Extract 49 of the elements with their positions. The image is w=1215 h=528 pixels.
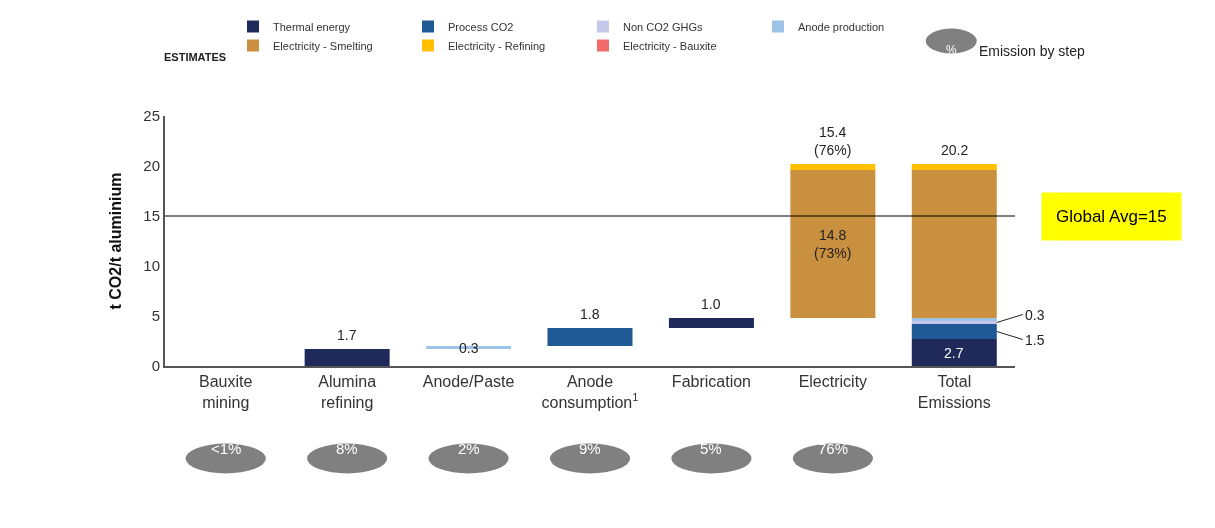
- annotation: 15.4 (76%): [814, 124, 852, 159]
- x-tick-label: Anode/Paste: [422, 373, 515, 391]
- legend-label: Anode production: [798, 20, 885, 33]
- legend-label: Electricity - Refining: [448, 39, 546, 52]
- data-label: 1.7: [337, 327, 357, 343]
- bar: [304, 349, 390, 366]
- y-tick-label: 5: [151, 307, 160, 325]
- data-label: 1.5: [1025, 332, 1045, 348]
- x-tick-label: Alumina refining: [318, 373, 377, 411]
- text: 2%: [458, 440, 480, 457]
- text: 76%: [818, 440, 849, 457]
- bar: [911, 170, 997, 318]
- bar: [911, 164, 997, 170]
- data-label: 1.0: [701, 296, 721, 312]
- text: 8%: [336, 440, 358, 457]
- bar: [790, 164, 876, 170]
- ref-line-label: Global Avg=15: [1056, 207, 1167, 226]
- data-label: 0.3: [459, 340, 479, 356]
- bar: [668, 318, 754, 328]
- text: Emission by step: [979, 43, 1086, 59]
- y-tick-label: 25: [143, 107, 160, 125]
- x-tick-label: Fabrication: [671, 373, 752, 391]
- text: 9%: [579, 440, 601, 457]
- y-tick-label: 20: [143, 157, 160, 175]
- legend-label: Electricity - Smelting: [273, 39, 373, 52]
- data-label: 2.7: [944, 345, 964, 361]
- bar: [547, 328, 633, 346]
- bar: [911, 324, 997, 339]
- y-tick-label: 15: [143, 207, 160, 225]
- data-label: 14.8 (73%): [814, 227, 852, 262]
- y-axis-title: t CO2/t aluminium: [106, 172, 124, 310]
- bar: [790, 170, 876, 318]
- x-tick-label: Anode consumption$^{1}$: [541, 373, 639, 411]
- text: <1%: [211, 440, 242, 457]
- annotation: 20.2: [941, 142, 969, 158]
- x-tick-label: Bauxite mining: [199, 373, 253, 411]
- text: 5%: [700, 440, 722, 457]
- legend-label: Process CO2: [448, 20, 514, 33]
- legend-label: Thermal energy: [273, 20, 351, 33]
- legend-label: Electricity - Bauxite: [623, 39, 717, 52]
- y-tick-label: 10: [143, 257, 160, 275]
- x-tick-label: Total Emissions: [917, 373, 991, 411]
- legend-label: Non CO2 GHGs: [623, 20, 703, 33]
- data-label: 1.8: [580, 306, 600, 322]
- text: ESTIMATES: [164, 51, 227, 63]
- data-label: 0.3: [1025, 307, 1045, 323]
- bar: [911, 339, 997, 366]
- y-tick-label: 0: [151, 357, 160, 375]
- x-tick-label: Electricity: [798, 373, 868, 391]
